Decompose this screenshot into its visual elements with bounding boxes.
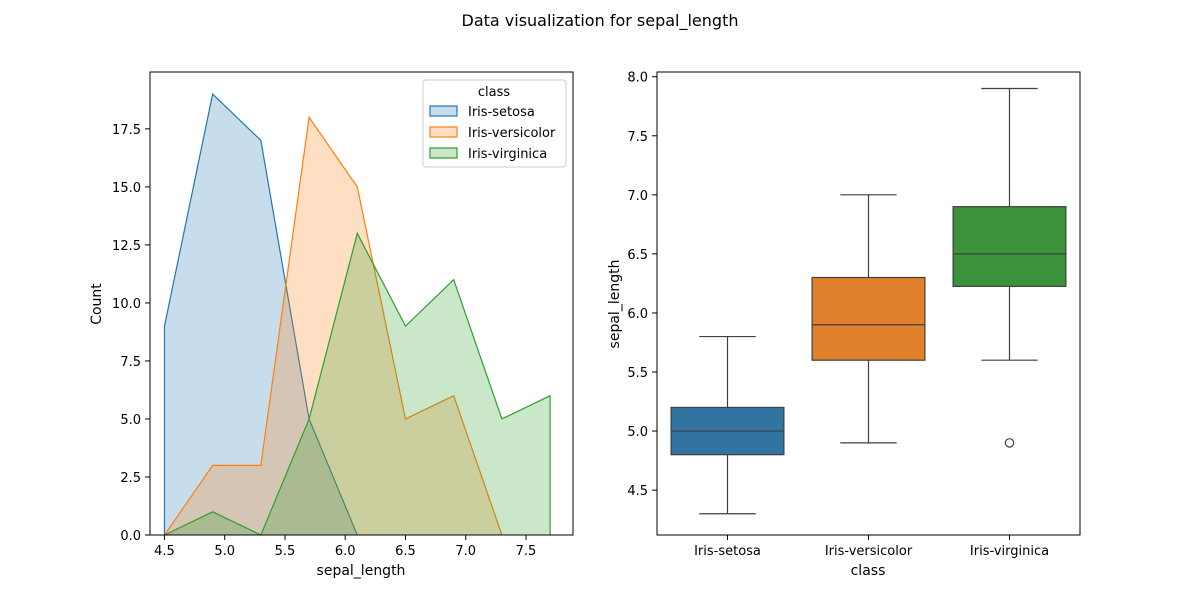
- y-tick-label: 7.0: [627, 189, 648, 204]
- y-tick-label: 15.0: [112, 181, 141, 196]
- legend-title: class: [478, 85, 510, 100]
- histogram-x-ticks: 4.5 5.0 5.5 6.0 6.5 7.0 7.5: [154, 535, 536, 559]
- histogram-x-axis-label: sepal_length: [317, 563, 406, 579]
- y-tick-label: 5.0: [120, 413, 141, 428]
- series-area-iris-virginica: [164, 233, 551, 536]
- y-tick-label: 5.5: [627, 366, 648, 381]
- boxplot-y-axis-label: sepal_length: [607, 260, 623, 349]
- legend-swatch-iris-setosa: [429, 105, 458, 117]
- histogram-y-axis-label: Count: [89, 283, 105, 325]
- y-tick-label: 5.0: [627, 425, 648, 440]
- legend-swatch-iris-virginica: [429, 147, 458, 159]
- box-iris-versicolor: [811, 194, 926, 444]
- y-tick-label: 2.5: [120, 471, 141, 486]
- legend-label-iris-versicolor: Iris-versicolor: [468, 126, 556, 141]
- series-line-iris-virginica: [164, 231, 551, 536]
- series-area-iris-setosa: [164, 94, 358, 536]
- y-tick-label: 10.0: [112, 297, 141, 312]
- boxplot-x-axis-label: class: [851, 563, 886, 579]
- box-iris-virginica: [952, 87, 1067, 448]
- x-tick-label: 5.5: [275, 544, 296, 559]
- y-tick-label: 6.0: [627, 307, 648, 322]
- y-tick-label: 8.0: [627, 71, 648, 86]
- figure-title: Data visualization for sepal_length: [462, 11, 739, 31]
- legend-entries: Iris-setosa Iris-versicolor Iris-virginica: [429, 105, 556, 162]
- outlier-point: [1004, 438, 1015, 448]
- histogram-legend: class Iris-setosa Iris-versicolor Iris-vir…: [422, 79, 567, 168]
- boxplot-panel: Iris-setosa Iris-versicolor Iris-virginica…: [607, 71, 1081, 579]
- boxplot-marks-group: [670, 87, 1067, 515]
- legend-label-iris-setosa: Iris-setosa: [468, 105, 535, 120]
- histogram-y-ticks: 0.0 2.5 5.0 7.5 10.0 12.5 15.0 17.5: [112, 123, 150, 544]
- x-tick-label: 6.0: [335, 544, 356, 559]
- legend-label-iris-virginica: Iris-virginica: [468, 147, 547, 162]
- histogram-panel: 4.5 5.0 5.5 6.0 6.5 7.0 7.5 0.0 2.5 5.0 7.5 10.0 12…: [89, 71, 574, 579]
- boxplot-x-ticks: Iris-setosa Iris-versicolor Iris-virginica: [694, 535, 1049, 559]
- x-tick-label: Iris-setosa: [694, 544, 761, 559]
- series-line-iris-versicolor: [163, 115, 503, 536]
- y-tick-label: 0.0: [120, 529, 141, 544]
- box-iris-setosa: [670, 335, 785, 515]
- x-tick-label: Iris-versicolor: [825, 544, 913, 559]
- legend-frame: [422, 79, 567, 168]
- x-tick-label: 7.5: [516, 544, 537, 559]
- x-tick-label: Iris-virginica: [970, 544, 1049, 559]
- x-tick-label: 4.5: [154, 544, 175, 559]
- y-tick-label: 17.5: [112, 123, 141, 138]
- histogram-axes-frame: [149, 71, 574, 536]
- y-tick-label: 6.5: [627, 248, 648, 263]
- x-tick-label: 6.5: [395, 544, 416, 559]
- box-iqr: [811, 276, 926, 361]
- box-iqr: [952, 206, 1067, 287]
- y-tick-label: 7.5: [120, 355, 141, 370]
- histogram-series-group: [163, 92, 551, 536]
- series-line-iris-setosa: [163, 92, 358, 536]
- boxplot-y-ticks: 4.5 5.0 5.5 6.0 6.5 7.0 7.5 8.0: [627, 71, 657, 499]
- legend-swatch-iris-versicolor: [429, 126, 458, 138]
- y-tick-label: 12.5: [112, 239, 141, 254]
- x-tick-label: 5.0: [214, 544, 235, 559]
- x-tick-label: 7.0: [455, 544, 476, 559]
- y-tick-label: 4.5: [627, 484, 648, 499]
- y-tick-label: 7.5: [627, 130, 648, 145]
